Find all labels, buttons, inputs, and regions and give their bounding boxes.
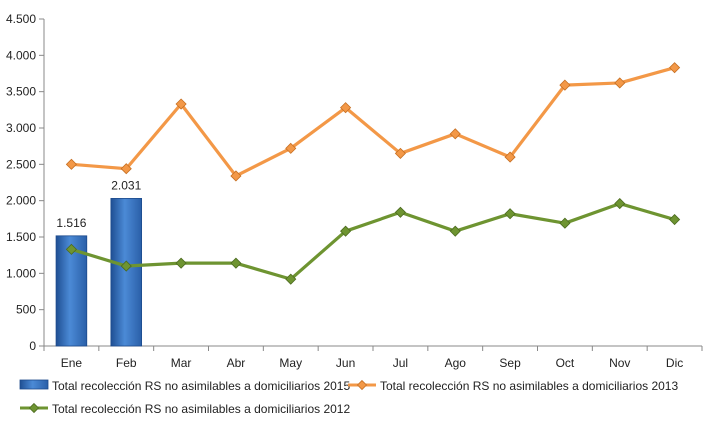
data-point — [340, 102, 352, 114]
legend: Total recolección RS no asimilables a do… — [19, 379, 678, 416]
data-point — [669, 62, 681, 74]
x-tick-label: Ago — [445, 356, 467, 370]
data-point — [394, 147, 406, 159]
legend-label: Total recolección RS no asimilables a do… — [52, 379, 350, 393]
legend-marker — [356, 379, 368, 391]
line-series — [65, 62, 681, 285]
data-point — [614, 198, 626, 210]
data-point — [614, 77, 626, 89]
y-tick-label: 1.500 — [6, 230, 36, 244]
y-tick-label: 1.000 — [6, 266, 36, 280]
x-tick-label: Jun — [336, 356, 355, 370]
legend-label: Total recolección RS no asimilables a do… — [380, 379, 678, 393]
bar-data-label: 1.516 — [56, 216, 86, 230]
x-tick-label: Oct — [556, 356, 575, 370]
data-point — [669, 213, 681, 226]
series-line — [70, 201, 676, 281]
data-point — [175, 257, 187, 269]
y-tick-label: 3.000 — [6, 121, 36, 135]
x-tick-label: Nov — [609, 356, 630, 370]
y-tick-label: 3.500 — [6, 85, 36, 99]
x-tick-label: Ene — [61, 356, 83, 370]
y-tick-label: 2.000 — [6, 194, 36, 208]
data-point — [559, 79, 571, 91]
data-point — [504, 151, 516, 163]
data-point — [449, 225, 461, 237]
bar — [110, 198, 143, 347]
data-point — [394, 206, 406, 218]
x-tick-label: May — [279, 356, 302, 370]
y-tick-label: 4.500 — [6, 12, 36, 26]
data-point — [285, 142, 297, 154]
data-point — [120, 260, 132, 272]
legend-label: Total recolección RS no asimilables a do… — [52, 402, 350, 416]
legend-marker — [28, 402, 40, 414]
data-point — [285, 273, 297, 285]
series-line — [71, 66, 676, 178]
data-point — [230, 257, 242, 269]
x-tick-label: Mar — [171, 356, 192, 370]
y-tick-label: 500 — [16, 303, 36, 317]
data-point — [120, 163, 132, 175]
tick-labels: 0 500 1.000 1.500 2.000 2.500 3.000 3.500 4.000 4… — [6, 12, 683, 370]
axes — [39, 18, 703, 351]
y-tick-label: 4.000 — [6, 48, 36, 62]
data-point — [175, 98, 187, 110]
data-point — [504, 208, 516, 220]
data-point — [559, 217, 571, 229]
x-tick-label: Jul — [393, 356, 408, 370]
x-tick-label: Sep — [499, 356, 521, 370]
data-point — [65, 158, 77, 170]
x-tick-label: Dic — [666, 356, 683, 370]
y-tick-label: 2.500 — [6, 157, 36, 171]
data-point — [340, 225, 352, 237]
y-tick-label: 0 — [29, 339, 36, 353]
data-point — [65, 243, 77, 255]
x-tick-label: Abr — [227, 356, 246, 370]
x-tick-label: Feb — [116, 356, 137, 370]
bar-data-label: 2.031 — [111, 178, 141, 192]
data-point — [449, 128, 461, 140]
legend-swatch — [19, 379, 49, 390]
data-point — [230, 170, 242, 182]
